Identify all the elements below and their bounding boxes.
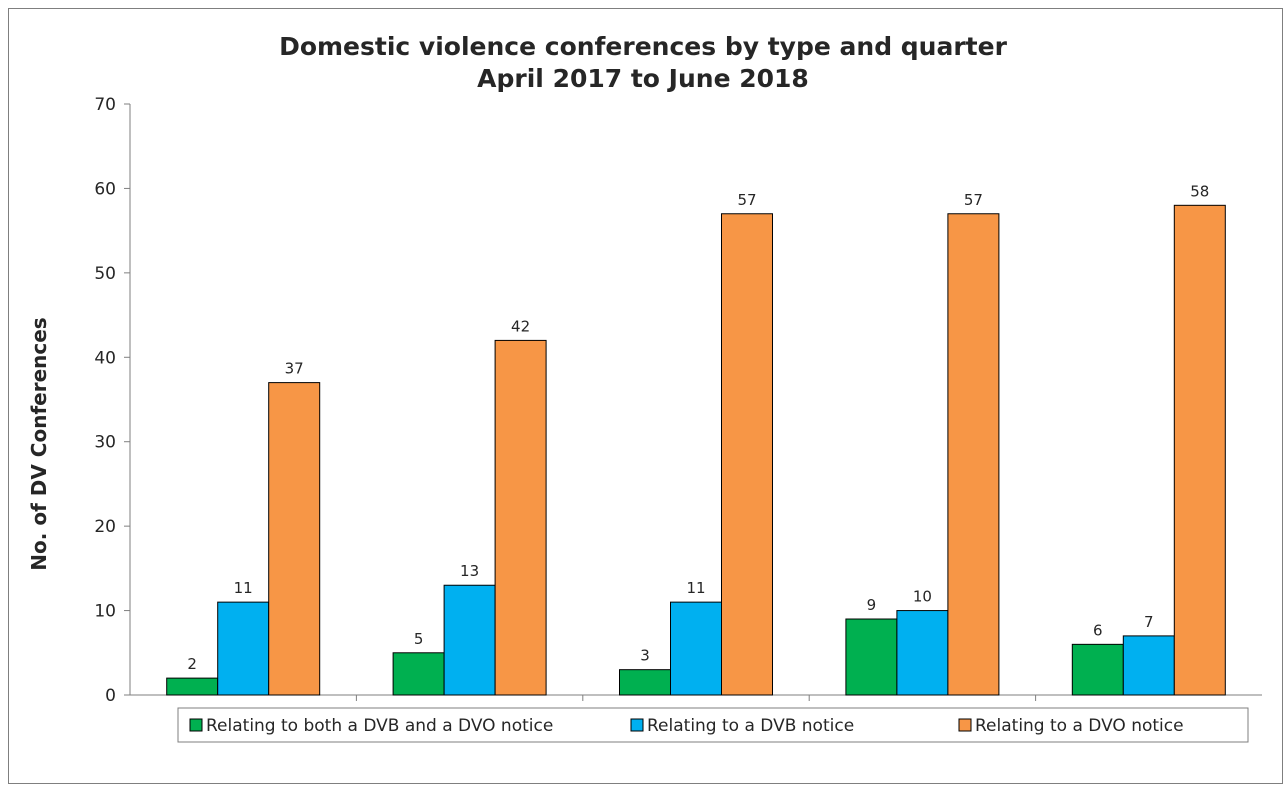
- data-label: 6: [1093, 621, 1103, 639]
- y-tick-label: 10: [94, 602, 116, 622]
- bar: [947, 213, 1000, 696]
- y-axis-label: No. of DV Conferences: [27, 317, 51, 570]
- data-label: 58: [1190, 182, 1209, 200]
- data-label: 13: [460, 562, 479, 580]
- y-tick-label: 20: [94, 517, 116, 537]
- legend-swatch: [630, 718, 644, 732]
- bar: [217, 601, 270, 696]
- data-label: 10: [913, 588, 932, 606]
- bar: [670, 601, 722, 696]
- bar: [392, 652, 445, 696]
- bar: [1122, 635, 1175, 696]
- legend-entry: Relating to a DVO notice: [975, 716, 1184, 736]
- y-tick-label: 40: [94, 348, 116, 368]
- bar: [494, 339, 547, 696]
- bar: [619, 669, 671, 696]
- bar: [1071, 643, 1124, 696]
- data-label: 7: [1144, 613, 1154, 631]
- data-label: 57: [737, 191, 756, 209]
- bar: [166, 677, 219, 696]
- chart-title-line-1: Domestic violence conferences by type an…: [279, 32, 1008, 61]
- data-label: 9: [867, 596, 877, 614]
- legend-entry: Relating to both a DVB and a DVO notice: [206, 716, 553, 736]
- bar: [443, 584, 496, 696]
- y-tick-label: 50: [94, 264, 116, 284]
- data-label: 2: [187, 655, 197, 673]
- plot-area: 010203040506070Qtr 3621137Qtr 3751342Qtr…: [94, 95, 1262, 731]
- data-label: 11: [234, 579, 253, 597]
- bar: [845, 618, 898, 696]
- y-tick-label: 0: [105, 686, 116, 706]
- chart-title-line-2: April 2017 to June 2018: [477, 64, 809, 93]
- legend-swatch: [189, 718, 203, 732]
- bar: [268, 382, 321, 696]
- data-label: 3: [640, 647, 650, 665]
- data-label: 42: [511, 317, 530, 335]
- data-label: 57: [964, 191, 983, 209]
- legend-swatch: [958, 718, 972, 732]
- data-label: 5: [414, 630, 424, 648]
- legend-entry: Relating to a DVB notice: [647, 716, 854, 736]
- bar: [1173, 204, 1226, 696]
- legend-box: [177, 707, 1249, 743]
- y-tick-label: 70: [94, 95, 116, 115]
- y-tick-label: 30: [94, 433, 116, 453]
- legend: Relating to both a DVB and a DVO notice R…: [177, 707, 1249, 743]
- bar: [896, 610, 949, 696]
- y-tick-label: 60: [94, 179, 116, 199]
- bar: [721, 213, 773, 696]
- data-label: 11: [686, 579, 705, 597]
- data-label: 37: [285, 360, 304, 378]
